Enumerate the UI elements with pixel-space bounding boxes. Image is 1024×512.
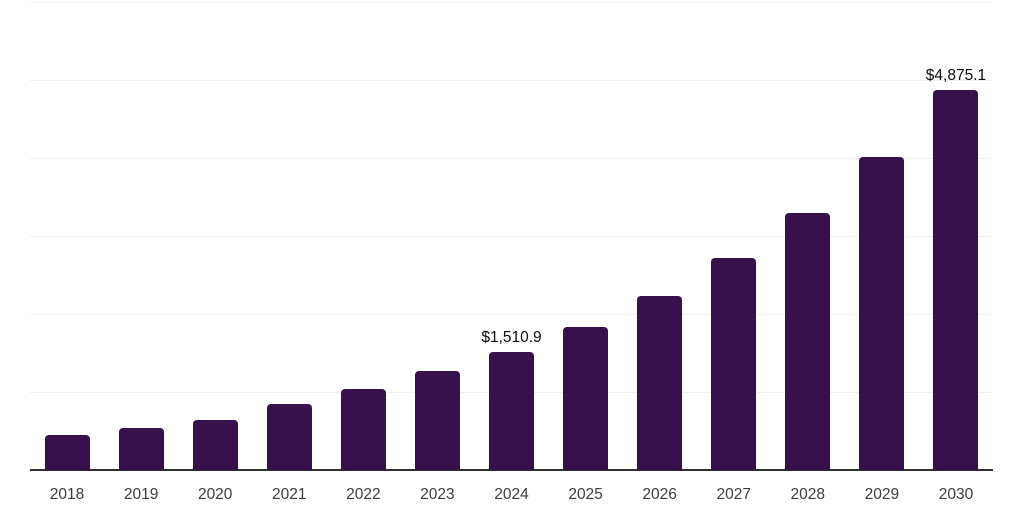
value-label-2024: $1,510.9 (481, 329, 542, 347)
bar-2022 (340, 388, 386, 470)
bar-2030 (933, 89, 979, 470)
bar-2029 (859, 156, 905, 470)
bar-2018 (44, 435, 90, 470)
gridline-5000 (30, 80, 993, 81)
gridline-4000 (30, 158, 993, 159)
x-tick-2025: 2025 (568, 486, 603, 503)
x-tick-2026: 2026 (642, 486, 677, 503)
gridline-6000 (30, 2, 993, 3)
x-tick-2030: 2030 (938, 486, 974, 503)
bar-2025 (563, 326, 609, 470)
x-tick-2023: 2023 (420, 486, 455, 503)
bar-2028 (785, 212, 831, 470)
x-tick-2021: 2021 (272, 486, 307, 503)
gridline-2000 (30, 314, 993, 315)
gridline-3000 (30, 236, 993, 237)
x-tick-2028: 2028 (790, 486, 826, 503)
x-axis-line (30, 469, 993, 471)
x-tick-2022: 2022 (346, 486, 381, 503)
bar-2026 (637, 295, 683, 470)
x-tick-2019: 2019 (123, 486, 159, 503)
x-tick-2024: 2024 (494, 486, 529, 503)
bar-2027 (711, 258, 757, 470)
bar-2023 (414, 371, 460, 470)
x-tick-2018: 2018 (49, 486, 85, 503)
x-tick-2027: 2027 (716, 486, 751, 503)
x-tick-2020: 2020 (197, 486, 233, 503)
bar-2024 (489, 352, 534, 470)
bar-2019 (118, 428, 164, 470)
bar-2021 (266, 404, 312, 470)
bar-2020 (192, 420, 238, 470)
value-label-2030: $4,875.1 (925, 66, 987, 84)
x-tick-2029: 2029 (864, 486, 900, 503)
